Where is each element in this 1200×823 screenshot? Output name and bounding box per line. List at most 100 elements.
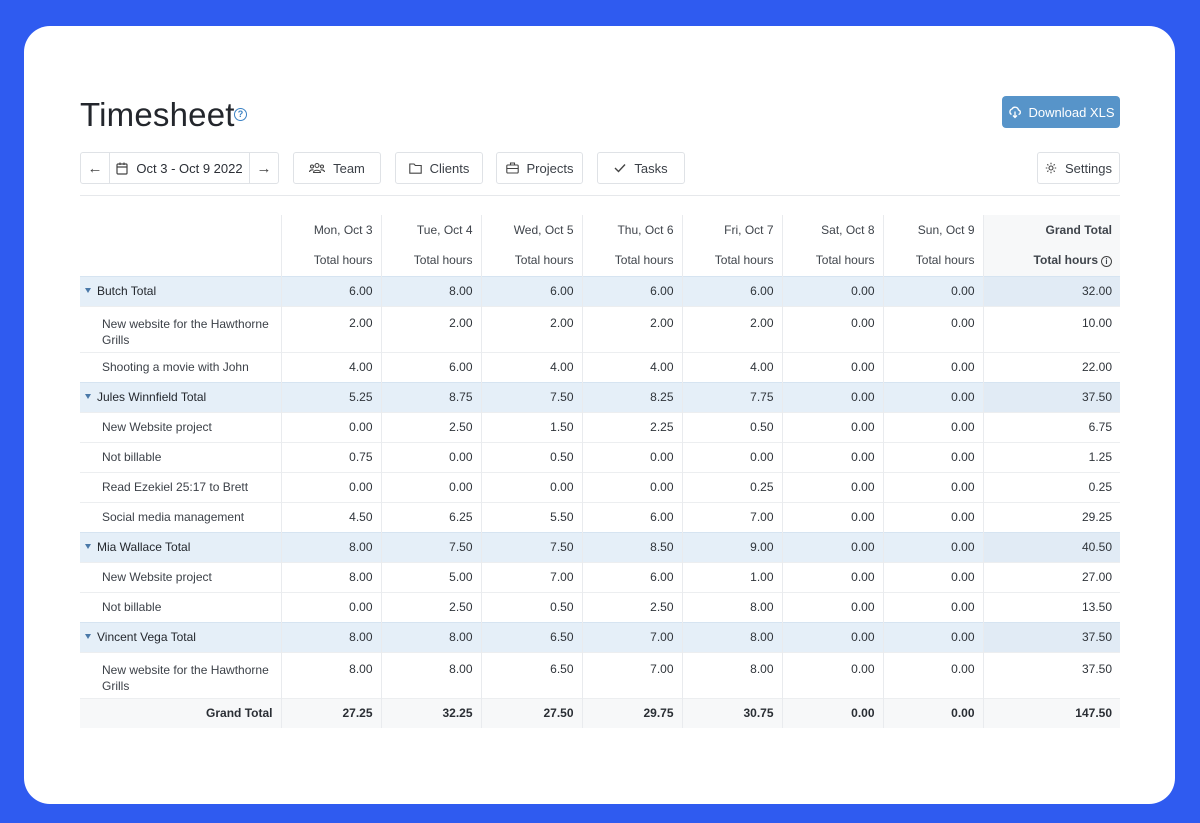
team-filter-button[interactable]: Team (293, 152, 381, 184)
hours-cell: 4.50 (280, 501, 381, 532)
collapse-caret-icon[interactable] (85, 394, 91, 400)
hours-cell: 6.00 (280, 275, 381, 306)
hours-cell: 0.00 (781, 471, 883, 502)
hours-cell: 8.00 (681, 651, 782, 698)
task-name-cell: Shooting a movie with John (80, 351, 281, 382)
page-title: Timesheet (80, 96, 235, 133)
info-icon[interactable]: i (1101, 255, 1112, 267)
tasks-filter-button[interactable]: Tasks (597, 152, 685, 184)
hours-cell: 0.00 (781, 651, 883, 698)
hours-cell: 4.00 (480, 351, 582, 382)
hours-cell: 0.00 (380, 471, 481, 502)
hours-cell: 2.00 (280, 305, 381, 352)
hours-cell: 0.00 (581, 441, 682, 472)
task-row: Not billable 0.75 0.00 0.50 0.00 0.00 0.00 0.00… (80, 441, 1120, 472)
total-hours-subheader: Total hours (681, 245, 782, 276)
briefcase-icon (505, 162, 519, 174)
task-name-cell: New Website project (80, 411, 281, 442)
hours-cell: 0.00 (781, 621, 883, 652)
hours-cell: 6.50 (480, 651, 582, 698)
hours-cell: 2.00 (380, 305, 481, 352)
arrow-right-icon: → (256, 159, 272, 177)
help-icon[interactable]: ? (234, 108, 247, 121)
row-total-cell: 37.50 (982, 381, 1120, 412)
task-row: Shooting a movie with John 4.00 6.00 4.00 4.… (80, 351, 1120, 382)
hours-cell: 6.00 (581, 561, 682, 592)
task-row: Read Ezekiel 25:17 to Brett 0.00 0.00 0.00 0… (80, 471, 1120, 502)
group-name: Mia Wallace Total (97, 540, 191, 554)
download-xls-label: Download XLS (1028, 104, 1115, 120)
group-total-row[interactable]: Butch Total 6.00 8.00 6.00 6.00 6.00 0.00 0.00 3… (80, 275, 1120, 306)
total-hours-subheader: Total hours (380, 245, 481, 276)
date-range-picker: ← Oct 3 - Oct 9 2022 → (80, 152, 279, 184)
hours-cell: 8.00 (280, 561, 381, 592)
next-week-button[interactable]: → (250, 153, 278, 183)
task-name: Read Ezekiel 25:17 to Brett (102, 480, 249, 494)
hours-cell: 7.00 (581, 651, 682, 698)
group-name-cell: Mia Wallace Total (80, 531, 281, 562)
day-header-row: Mon, Oct 3 Tue, Oct 4 Wed, Oct 5 Thu, Oc… (80, 215, 1120, 245)
task-row: Not billable 0.00 2.50 0.50 2.50 8.00 0.00 0.00… (80, 591, 1120, 622)
hours-cell: 0.50 (480, 441, 582, 472)
day-header: Tue, Oct 4 (380, 215, 481, 245)
hours-cell: 8.00 (280, 621, 381, 652)
total-hours-subheader: Total hours (882, 245, 983, 276)
prev-week-button[interactable]: ← (81, 153, 109, 183)
hours-cell: 8.00 (380, 651, 481, 698)
hours-cell: 0.00 (781, 531, 883, 562)
hours-cell: 2.00 (681, 305, 782, 352)
hours-cell: 8.50 (581, 531, 682, 562)
date-range-label: Oct 3 - Oct 9 2022 (136, 160, 243, 176)
task-name: New Website project (102, 570, 212, 584)
folder-icon (408, 162, 422, 174)
total-hours-subheader: Total hours (480, 245, 582, 276)
subheader-blank-cell (80, 245, 281, 276)
group-total-row[interactable]: Vincent Vega Total 8.00 8.00 6.50 7.00 8.00 0.… (80, 621, 1120, 652)
row-total-cell: 32.00 (982, 275, 1120, 306)
grand-total-cell: 0.00 (781, 697, 883, 728)
hours-cell: 0.50 (681, 411, 782, 442)
row-total-cell: 37.50 (982, 621, 1120, 652)
hours-cell: 0.75 (280, 441, 381, 472)
cloud-download-icon (1008, 105, 1022, 119)
group-total-row[interactable]: Jules Winnfield Total 5.25 8.75 7.50 8.25 7.7… (80, 381, 1120, 412)
day-header: Sat, Oct 8 (781, 215, 883, 245)
day-header: Thu, Oct 6 (581, 215, 682, 245)
row-total-cell: 22.00 (982, 351, 1120, 382)
toolbar: ← Oct 3 - Oct 9 2022 → (80, 152, 1120, 196)
collapse-caret-icon[interactable] (85, 288, 91, 294)
grand-total-cell: 27.25 (280, 697, 381, 728)
checkmark-icon (614, 163, 626, 173)
task-row: New website for the Hawthorne Grills 8.00… (80, 651, 1120, 698)
projects-filter-button[interactable]: Projects (496, 152, 583, 184)
grand-total-cell: 29.75 (581, 697, 682, 728)
hours-cell: 9.00 (681, 531, 782, 562)
collapse-caret-icon[interactable] (85, 634, 91, 640)
hours-cell: 0.00 (781, 275, 883, 306)
hours-cell: 0.00 (681, 441, 782, 472)
row-total-cell: 13.50 (982, 591, 1120, 622)
task-name-cell: New website for the Hawthorne Grills (80, 651, 281, 698)
hours-cell: 0.00 (882, 471, 983, 502)
row-total-cell: 1.25 (982, 441, 1120, 472)
clients-filter-button[interactable]: Clients (395, 152, 483, 184)
task-row: New website for the Hawthorne Grills 2.00… (80, 305, 1120, 352)
hours-cell: 0.00 (781, 591, 883, 622)
task-name: Social media management (102, 510, 245, 524)
settings-button[interactable]: Settings (1037, 152, 1120, 184)
grand-total-subheader: Total hours i (982, 245, 1120, 276)
task-name-cell: Not billable (80, 441, 281, 472)
hours-cell: 2.50 (380, 591, 481, 622)
hours-cell: 8.00 (681, 621, 782, 652)
hours-cell: 0.00 (781, 411, 883, 442)
hours-cell: 0.00 (882, 351, 983, 382)
hours-cell: 0.00 (781, 305, 883, 352)
hours-cell: 8.00 (280, 651, 381, 698)
day-header: Mon, Oct 3 (280, 215, 381, 245)
download-xls-button[interactable]: Download XLS (1002, 96, 1120, 128)
total-hours-subheader: Total hours (581, 245, 682, 276)
group-total-row[interactable]: Mia Wallace Total 8.00 7.50 7.50 8.50 9.00 0.0… (80, 531, 1120, 562)
collapse-caret-icon[interactable] (85, 544, 91, 550)
date-range-button[interactable]: Oct 3 - Oct 9 2022 (109, 153, 250, 183)
task-name: Shooting a movie with John (102, 360, 249, 374)
